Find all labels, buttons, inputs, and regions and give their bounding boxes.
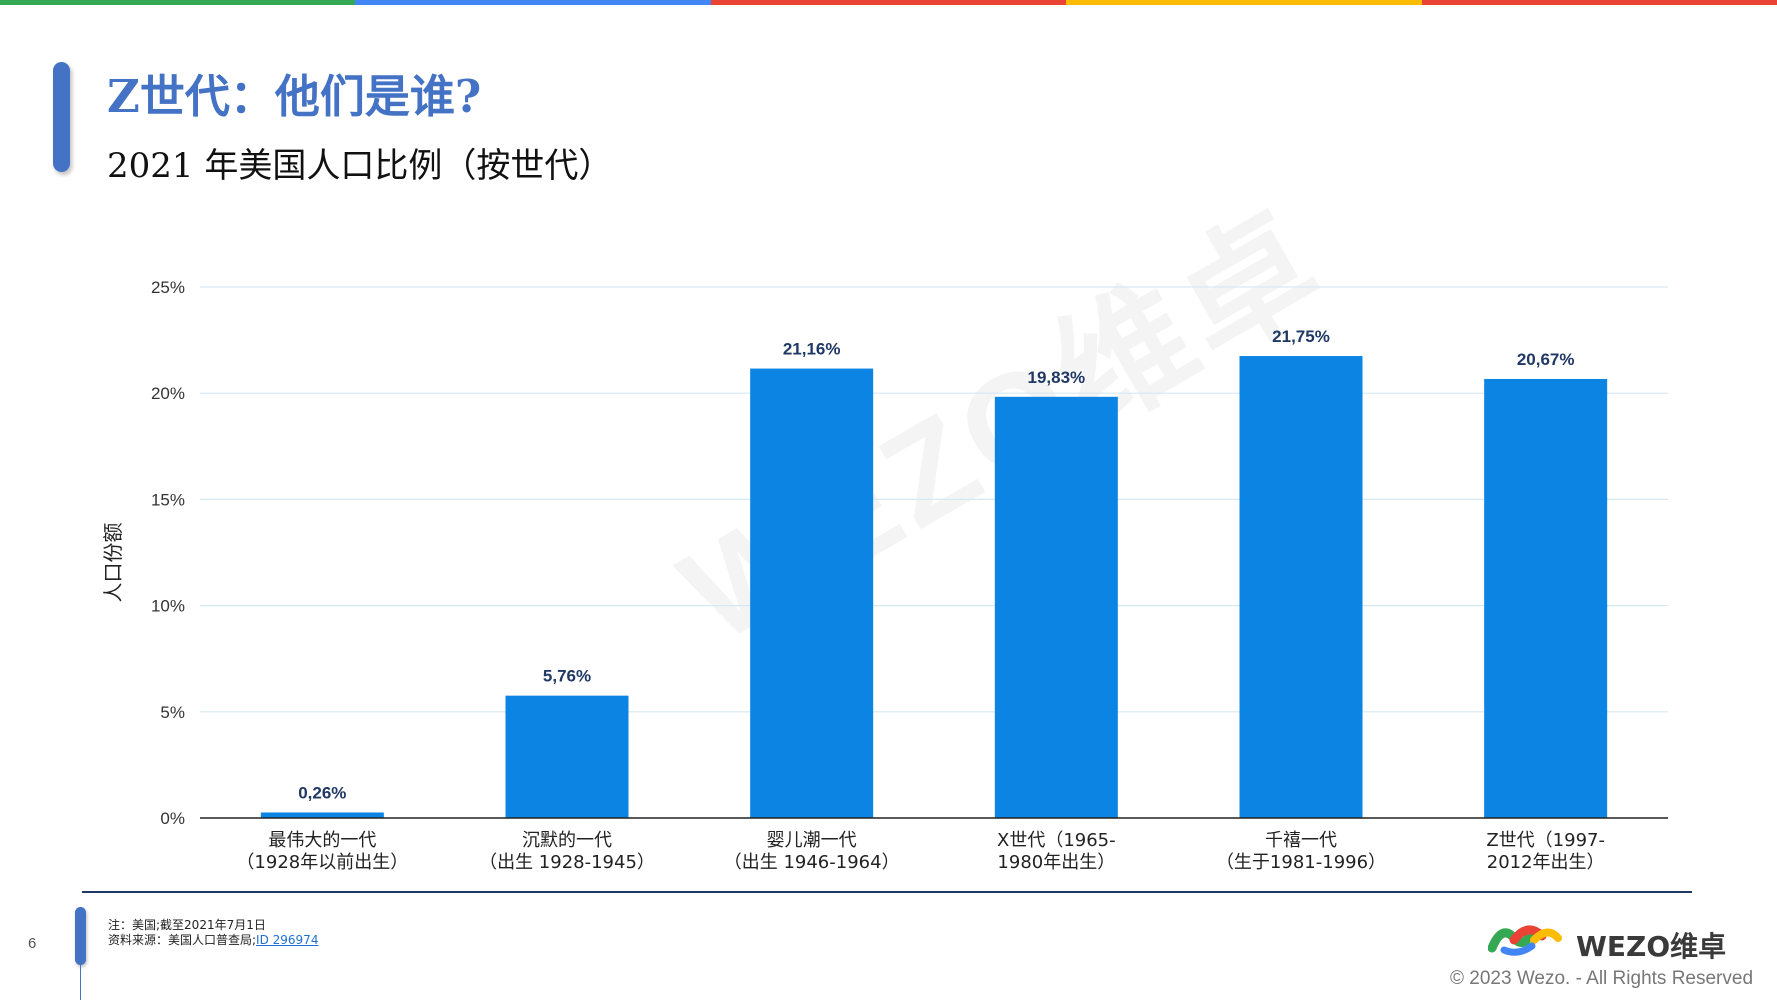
source-prefix: 资料来源：美国人口普查局; xyxy=(108,933,257,947)
bar xyxy=(750,368,874,818)
x-tick-label: （1928年以前出生） xyxy=(236,852,408,873)
x-tick-label: （出生 1946-1964） xyxy=(724,852,900,873)
footer-accent-bar xyxy=(75,907,86,965)
copyright: © 2023 Wezo. - All Rights Reserved xyxy=(1450,968,1754,989)
x-tick-label: 千禧一代 xyxy=(1265,830,1337,851)
logo-text: WEZO维卓 xyxy=(1576,930,1727,963)
footnotes: 注：美国;截至2021年7月1日 资料来源：美国人口普查局;ID 296974 xyxy=(108,918,318,948)
top-bar-segment xyxy=(0,0,356,5)
x-tick-label: 1980年出生） xyxy=(997,852,1115,873)
bar xyxy=(505,695,629,818)
top-bar-segment xyxy=(1421,0,1777,5)
footer-accent-line xyxy=(80,965,81,1000)
top-bar-segment xyxy=(1066,0,1422,5)
y-tick-label: 25% xyxy=(151,278,185,297)
y-tick-label: 20% xyxy=(151,384,185,403)
x-tick-label: 最伟大的一代 xyxy=(268,830,376,851)
x-tick-label: （生于1981-1996） xyxy=(1216,852,1386,873)
y-tick-label: 0% xyxy=(160,809,185,828)
note-line: 注：美国;截至2021年7月1日 xyxy=(108,918,266,932)
x-tick-label: Z世代（1997- xyxy=(1486,830,1605,851)
bar xyxy=(1239,356,1363,818)
bar xyxy=(260,812,384,818)
x-tick-label: 沉默的一代 xyxy=(522,830,612,851)
y-tick-label: 5% xyxy=(160,703,185,722)
source-line: 资料来源：美国人口普查局;ID 296974 xyxy=(108,933,318,948)
x-tick-label: 婴儿潮一代 xyxy=(767,830,857,851)
top-color-bar xyxy=(0,0,1777,5)
wezo-logo-icon xyxy=(1488,925,1562,956)
bar xyxy=(994,396,1118,818)
top-bar-segment xyxy=(355,0,711,5)
page-number: 6 xyxy=(28,935,37,952)
data-label: 0,26% xyxy=(298,783,346,802)
y-axis-label: 人口份额 xyxy=(101,523,125,603)
top-bar-segment xyxy=(710,0,1067,5)
x-tick-label: 2012年出生） xyxy=(1487,852,1605,873)
data-label: 21,16% xyxy=(783,340,841,359)
data-label: 21,75% xyxy=(1272,327,1330,346)
bottom-divider xyxy=(82,891,1692,893)
source-link[interactable]: ID 296974 xyxy=(256,933,319,947)
title-accent-bar xyxy=(53,62,70,172)
slide-title: Z世代：他们是谁? xyxy=(107,70,482,123)
data-label: 19,83% xyxy=(1027,368,1085,387)
x-tick-label: （出生 1928-1945） xyxy=(479,852,655,873)
slide-subtitle: 2021 年美国人口比例（按世代） xyxy=(107,146,613,186)
bar xyxy=(1484,378,1608,818)
data-label: 5,76% xyxy=(543,667,591,686)
bar-chart: 0% 5% 10% 15% 20% 25% 人口份额 0,26% 最伟大的一代（1928年以前出… xyxy=(101,278,1668,873)
x-tick-label: X世代（1965- xyxy=(997,830,1116,851)
y-tick-label: 15% xyxy=(151,490,185,509)
y-tick-label: 10% xyxy=(151,597,185,616)
data-label: 20,67% xyxy=(1517,350,1575,369)
